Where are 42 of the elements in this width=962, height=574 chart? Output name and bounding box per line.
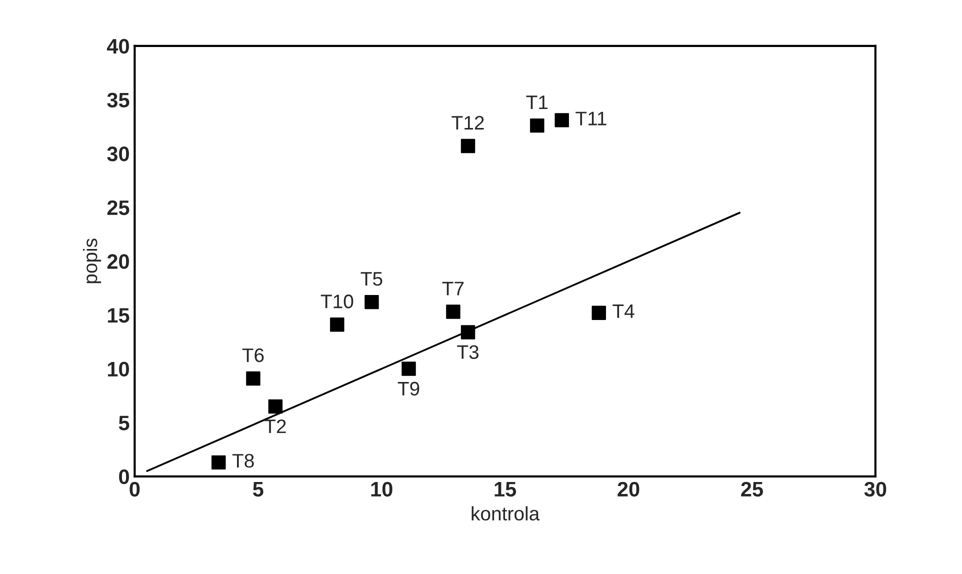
point bbox=[246, 371, 260, 386]
x-tick-label: 10 bbox=[371, 482, 392, 497]
point bbox=[268, 399, 283, 414]
point bbox=[460, 138, 476, 154]
data-label: T7 bbox=[442, 282, 464, 296]
x-tick-label: 30 bbox=[864, 482, 886, 497]
y-tick-label: 0 bbox=[119, 469, 129, 484]
point bbox=[530, 118, 544, 133]
x-tick-label: 20 bbox=[618, 482, 640, 497]
y-tick-label: 15 bbox=[108, 308, 130, 323]
data-label: T12 bbox=[452, 116, 484, 130]
point bbox=[330, 318, 344, 332]
data-label: T4 bbox=[612, 304, 634, 318]
data-label: T9 bbox=[398, 382, 420, 396]
point bbox=[592, 306, 606, 320]
data-label: T1 bbox=[526, 96, 548, 110]
y-tick-label: 5 bbox=[118, 416, 130, 430]
x-tick-label: 25 bbox=[741, 482, 763, 497]
data-label: T11 bbox=[576, 112, 606, 126]
point bbox=[446, 304, 460, 319]
point bbox=[212, 455, 226, 470]
x-axis-title: kontrola bbox=[472, 506, 540, 521]
point bbox=[460, 325, 476, 340]
y-tick-label: 25 bbox=[107, 200, 130, 216]
point bbox=[364, 294, 379, 310]
x-tick-label: 5 bbox=[252, 482, 264, 497]
y-axis-title: popis bbox=[82, 238, 102, 284]
point bbox=[402, 362, 416, 376]
y-tick-label: 35 bbox=[107, 92, 130, 108]
data-label: T10 bbox=[320, 294, 354, 308]
y-tick-label: 10 bbox=[108, 362, 129, 377]
x-tick-label: 0 bbox=[130, 482, 140, 497]
data-label: T6 bbox=[242, 348, 264, 362]
y-tick-label: 20 bbox=[107, 254, 129, 269]
data-label: T3 bbox=[457, 345, 479, 359]
point bbox=[554, 113, 569, 128]
data-label: T5 bbox=[360, 272, 382, 286]
y-tick-label: 40 bbox=[106, 38, 129, 54]
y-tick-label: 30 bbox=[107, 146, 129, 162]
data-label: T8 bbox=[232, 454, 254, 468]
data-label: T2 bbox=[264, 419, 286, 434]
x-tick-label: 15 bbox=[494, 482, 516, 497]
